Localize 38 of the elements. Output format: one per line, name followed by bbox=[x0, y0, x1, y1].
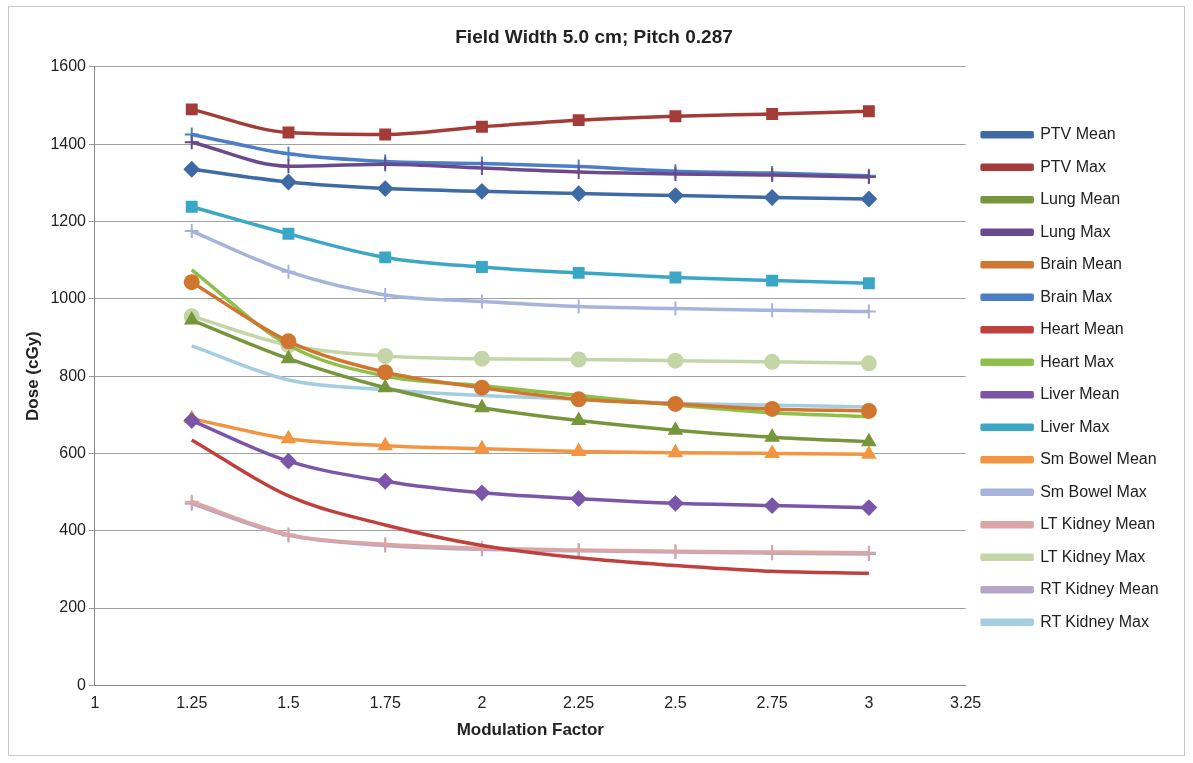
y-tick-label: 1600 bbox=[50, 57, 87, 75]
legend-label: Liver Mean bbox=[1040, 385, 1120, 403]
legend-label: PTV Max bbox=[1040, 157, 1106, 175]
x-tick-label: 3.25 bbox=[950, 694, 982, 712]
chart-title: Field Width 5.0 cm; Pitch 0.287 bbox=[455, 25, 733, 47]
x-tick-label: 3 bbox=[864, 694, 874, 712]
legend-label: LT Kidney Max bbox=[1040, 547, 1146, 565]
y-tick-label: 400 bbox=[59, 521, 87, 539]
y-tick-label: 600 bbox=[59, 443, 87, 461]
legend-label: RT Kidney Mean bbox=[1040, 580, 1159, 598]
x-axis-title: Modulation Factor bbox=[456, 720, 605, 740]
legend-label: PTV Mean bbox=[1040, 125, 1116, 143]
legend-label: Brain Mean bbox=[1040, 255, 1122, 273]
y-tick-label: 200 bbox=[59, 598, 87, 616]
legend-label: Sm Bowel Max bbox=[1040, 482, 1147, 500]
legend-label: Brain Max bbox=[1040, 287, 1113, 305]
y-axis-title: Dose (cGy) bbox=[22, 331, 42, 421]
legend-label: Lung Max bbox=[1040, 222, 1111, 240]
legend-label: Heart Max bbox=[1040, 352, 1114, 370]
x-tick-label: 1.75 bbox=[369, 694, 401, 712]
legend-label: RT Kidney Max bbox=[1040, 612, 1149, 630]
y-tick-label: 1000 bbox=[50, 289, 87, 307]
legend-label: LT Kidney Mean bbox=[1040, 515, 1156, 533]
x-tick-label: 2.5 bbox=[664, 694, 687, 712]
y-tick-label: 1400 bbox=[50, 134, 87, 152]
x-tick-label: 1 bbox=[90, 694, 100, 712]
legend-label: Heart Mean bbox=[1040, 320, 1124, 338]
x-tick-label: 2.25 bbox=[563, 694, 595, 712]
y-tick-label: 0 bbox=[77, 675, 87, 693]
legend-label: Sm Bowel Mean bbox=[1040, 450, 1157, 468]
y-tick-label: 1200 bbox=[50, 211, 87, 229]
y-tick-label: 800 bbox=[59, 366, 87, 384]
x-tick-label: 1.5 bbox=[277, 694, 300, 712]
legend-label: Liver Max bbox=[1040, 417, 1110, 435]
legend-label: Lung Mean bbox=[1040, 190, 1121, 208]
x-tick-label: 2.75 bbox=[756, 694, 788, 712]
x-tick-label: 1.25 bbox=[176, 694, 208, 712]
x-tick-label: 2 bbox=[477, 694, 487, 712]
